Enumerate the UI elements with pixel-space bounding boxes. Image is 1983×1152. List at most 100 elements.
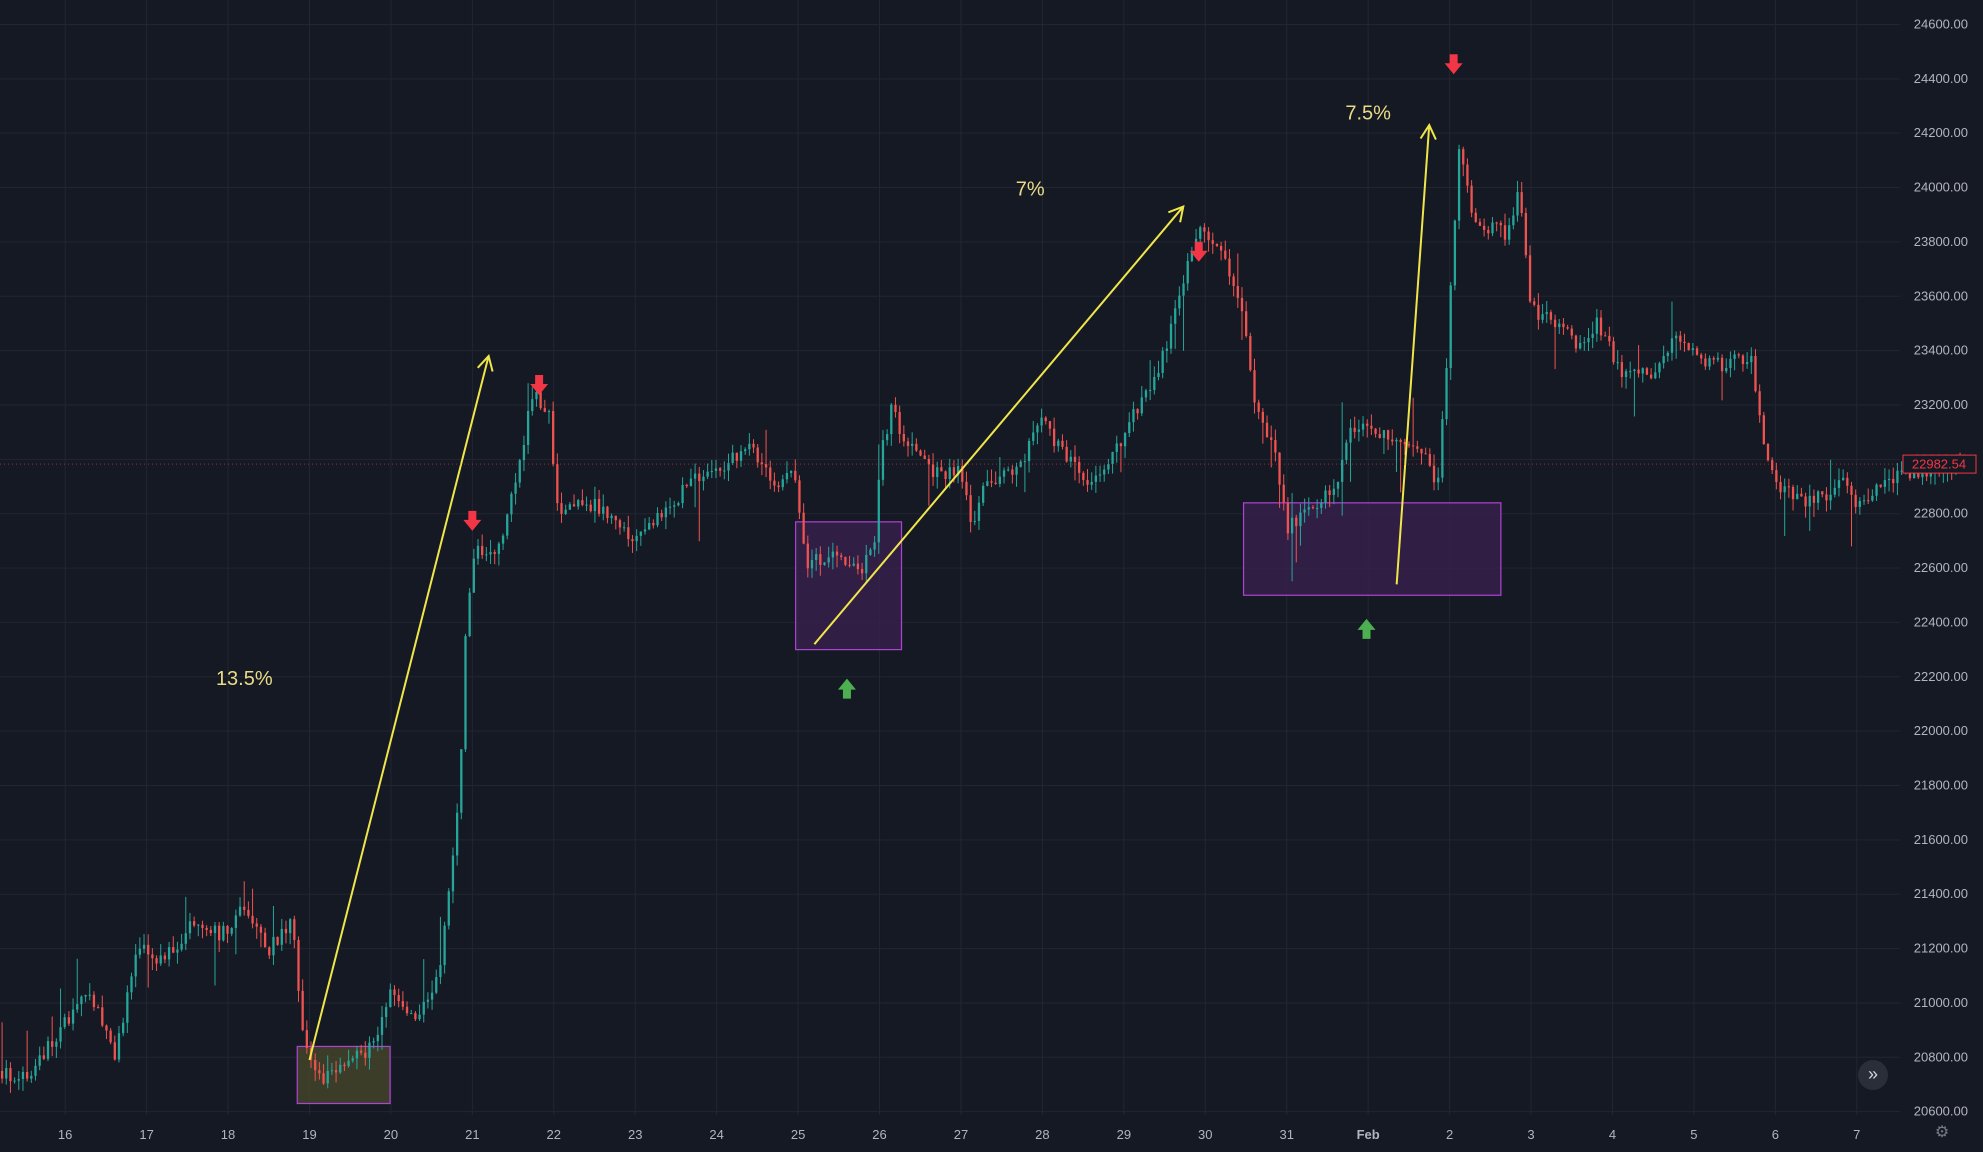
candle	[752, 439, 755, 454]
candle-body	[343, 1064, 346, 1067]
trend-arrow[interactable]	[813, 204, 1185, 645]
candle	[689, 468, 693, 487]
scroll-to-realtime-button[interactable]: »	[1858, 1060, 1888, 1090]
candle	[1487, 226, 1490, 240]
candle	[468, 587, 471, 638]
candle	[1508, 217, 1511, 245]
candle	[301, 979, 304, 1032]
candle-body	[1570, 328, 1573, 336]
candle-body	[451, 855, 455, 892]
candle	[1211, 232, 1214, 254]
candle	[1816, 490, 1820, 510]
candle-body	[1036, 425, 1039, 433]
percent-gain-label: 7.5%	[1345, 103, 1391, 125]
candle	[197, 924, 200, 937]
candle	[1361, 416, 1365, 437]
candle-layer	[0, 144, 1962, 1093]
candle-body	[1428, 454, 1431, 466]
candle	[869, 547, 872, 556]
candle-body	[906, 441, 910, 446]
candle-body	[1040, 417, 1043, 426]
candle-body	[481, 545, 484, 556]
chart-settings-button[interactable]: ⚙	[1933, 1124, 1951, 1142]
candle	[1290, 493, 1294, 582]
trend-arrow[interactable]	[308, 354, 494, 1061]
candle	[789, 470, 793, 478]
candle	[497, 541, 501, 566]
candle	[627, 515, 630, 547]
candle-body	[1282, 484, 1285, 503]
candle-body	[1503, 225, 1507, 240]
candle	[447, 888, 450, 930]
last-price-badge	[1902, 454, 1977, 474]
candle-body	[748, 443, 751, 450]
candle-body	[1123, 433, 1127, 447]
candle	[1336, 481, 1340, 498]
candle-body	[380, 1017, 384, 1035]
candle-body	[1766, 444, 1770, 461]
candle-body	[339, 1064, 342, 1073]
candle	[80, 995, 83, 1017]
candle-body	[810, 559, 814, 569]
candle-body	[1174, 308, 1177, 324]
candle-body	[167, 947, 171, 960]
price-tick-label: 22600.00	[1914, 560, 1968, 575]
candle-body	[1737, 354, 1740, 356]
candle	[1720, 354, 1724, 401]
candle-body	[1520, 192, 1523, 213]
candle-body	[410, 1013, 413, 1015]
candle	[1846, 472, 1849, 494]
candle-body	[1178, 295, 1181, 309]
time-axis[interactable]: 16 17 18 19 20 21 22 23 24 25 26 27 28 29 30 31 Feb 2 3 4 5 6…	[58, 1127, 1860, 1142]
candle	[5, 1059, 8, 1085]
candle-body	[652, 522, 655, 526]
trend-arrow[interactable]	[1395, 122, 1437, 585]
candle-body	[1107, 464, 1110, 470]
candle-body	[1862, 500, 1866, 502]
price-axis[interactable]: 20600.00 20800.00 21000.00 21200.00 21400.00…	[1914, 16, 1968, 1118]
candle-body	[1386, 430, 1390, 440]
candle-body	[1850, 485, 1853, 495]
candle	[1186, 253, 1189, 291]
candle	[977, 496, 981, 530]
candle-body	[1800, 493, 1803, 497]
candle-body	[1332, 488, 1335, 495]
candle	[397, 988, 400, 1008]
candle-body	[1119, 443, 1123, 447]
sell-signal-arrow	[530, 374, 549, 395]
candle-body	[1399, 439, 1402, 443]
candle-body	[21, 1071, 25, 1080]
time-tick-label: 3	[1527, 1127, 1534, 1142]
candle	[1662, 345, 1665, 369]
candle	[1821, 491, 1824, 498]
candle	[322, 1064, 325, 1085]
candle-body	[76, 1004, 79, 1010]
candle-body	[1211, 240, 1214, 244]
candle-body	[1887, 478, 1891, 481]
candle-body	[902, 434, 905, 442]
candle	[1002, 467, 1006, 484]
candle	[38, 1046, 41, 1071]
candle	[973, 510, 976, 526]
candle-body	[1257, 402, 1260, 412]
candle	[556, 453, 559, 511]
candle	[522, 435, 526, 472]
candle-body	[1783, 486, 1786, 493]
candle-body	[1295, 517, 1298, 527]
candle	[1837, 468, 1841, 497]
candle	[1282, 474, 1285, 511]
candle-body	[1361, 423, 1365, 430]
candle	[263, 927, 267, 948]
candle-body	[986, 481, 989, 486]
candle	[1641, 367, 1644, 383]
candle	[1608, 326, 1611, 347]
candle-body	[25, 1071, 29, 1079]
candle	[652, 519, 655, 529]
candle	[42, 1046, 45, 1061]
candle	[1078, 456, 1081, 484]
candle	[823, 562, 826, 566]
candle-body	[744, 449, 747, 452]
percent-gain-label: 7%	[1016, 179, 1045, 201]
